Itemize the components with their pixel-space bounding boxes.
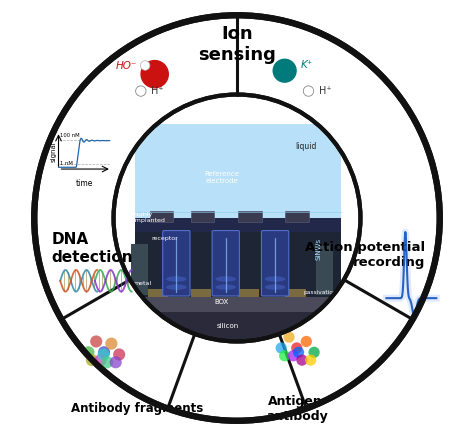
FancyBboxPatch shape [135,312,341,340]
Ellipse shape [265,284,285,290]
Circle shape [296,354,308,366]
Circle shape [86,354,98,366]
Ellipse shape [216,276,236,282]
Text: receptor: receptor [152,236,178,241]
FancyBboxPatch shape [238,211,262,222]
Circle shape [82,346,94,358]
FancyBboxPatch shape [131,245,147,295]
Circle shape [113,348,125,361]
FancyBboxPatch shape [191,289,211,297]
Text: passivation: passivation [303,290,337,295]
Text: Action potential
recording: Action potential recording [305,241,426,269]
FancyBboxPatch shape [316,245,333,295]
Circle shape [273,58,297,83]
Text: Reference
electrode: Reference electrode [204,171,239,184]
Circle shape [98,348,109,361]
FancyBboxPatch shape [285,289,306,297]
FancyBboxPatch shape [285,211,309,222]
Text: Antigen-
antibody: Antigen- antibody [267,395,328,423]
Text: H⁺: H⁺ [151,86,164,96]
Circle shape [136,86,146,96]
Circle shape [303,86,314,96]
FancyBboxPatch shape [212,231,239,296]
FancyBboxPatch shape [262,231,289,296]
Circle shape [301,336,312,347]
Circle shape [90,335,102,347]
Circle shape [140,60,169,89]
Circle shape [288,350,299,361]
Text: metal: metal [133,281,151,286]
Text: BOX: BOX [215,299,229,305]
FancyBboxPatch shape [150,211,173,222]
Ellipse shape [265,276,285,282]
Text: time: time [75,179,93,187]
FancyBboxPatch shape [135,123,341,219]
Circle shape [98,346,110,358]
Circle shape [140,61,150,70]
FancyBboxPatch shape [191,211,214,222]
Text: K⁺: K⁺ [301,60,313,70]
Circle shape [305,354,316,366]
Text: 100 nM: 100 nM [60,133,80,138]
Circle shape [309,347,320,358]
Circle shape [293,347,304,358]
Text: liquid: liquid [295,142,316,151]
Circle shape [291,342,302,354]
Text: HO⁻: HO⁻ [116,61,137,72]
FancyBboxPatch shape [135,219,341,340]
FancyBboxPatch shape [238,289,259,297]
Ellipse shape [166,284,187,290]
Text: DNA
detection: DNA detection [52,232,133,265]
FancyBboxPatch shape [135,218,341,232]
Circle shape [279,350,290,361]
Text: SiNWs: SiNWs [315,238,321,260]
FancyBboxPatch shape [163,231,190,296]
Circle shape [105,337,118,350]
Circle shape [101,356,113,368]
Ellipse shape [216,284,236,290]
Text: H⁺: H⁺ [319,86,332,96]
Text: Ion
sensing: Ion sensing [198,25,276,64]
Circle shape [109,356,122,368]
FancyBboxPatch shape [135,297,341,312]
Text: highly
implanted: highly implanted [133,212,165,223]
Circle shape [34,15,440,421]
Text: Antibody fragments: Antibody fragments [71,402,203,415]
Text: 1 nM: 1 nM [60,161,73,167]
Circle shape [94,354,107,366]
Ellipse shape [166,276,187,282]
Circle shape [275,342,287,354]
Text: signal: signal [50,141,56,162]
Text: silicon: silicon [217,323,239,329]
Circle shape [283,331,295,343]
FancyBboxPatch shape [147,289,168,297]
